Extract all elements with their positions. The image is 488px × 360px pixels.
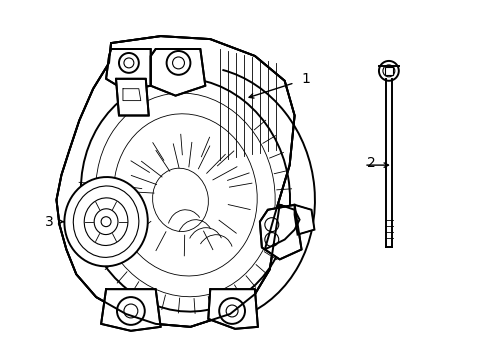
Text: 1: 1 bbox=[301, 72, 310, 86]
Ellipse shape bbox=[64, 177, 147, 266]
Polygon shape bbox=[150, 49, 205, 96]
Polygon shape bbox=[294, 205, 314, 235]
Polygon shape bbox=[208, 289, 257, 329]
Text: 2: 2 bbox=[366, 156, 375, 170]
Polygon shape bbox=[106, 49, 150, 91]
Polygon shape bbox=[101, 289, 161, 331]
Text: 3: 3 bbox=[44, 215, 53, 229]
Polygon shape bbox=[116, 79, 148, 116]
Polygon shape bbox=[384, 67, 392, 75]
Polygon shape bbox=[56, 36, 299, 327]
Polygon shape bbox=[259, 205, 301, 260]
